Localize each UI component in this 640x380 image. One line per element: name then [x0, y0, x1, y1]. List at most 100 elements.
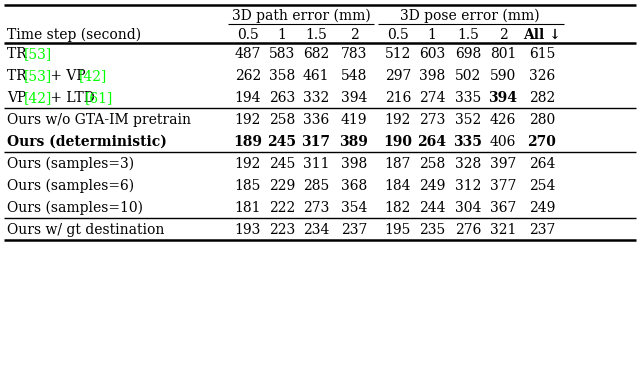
- Text: 297: 297: [385, 69, 411, 83]
- Text: Ours (deterministic): Ours (deterministic): [7, 135, 167, 149]
- Text: 187: 187: [385, 157, 412, 171]
- Text: 377: 377: [490, 179, 516, 193]
- Text: 368: 368: [341, 179, 367, 193]
- Text: [53]: [53]: [24, 69, 52, 83]
- Text: 603: 603: [419, 47, 445, 61]
- Text: 0.5: 0.5: [237, 28, 259, 42]
- Text: 258: 258: [269, 113, 295, 127]
- Text: 229: 229: [269, 179, 295, 193]
- Text: 801: 801: [490, 47, 516, 61]
- Text: 487: 487: [235, 47, 261, 61]
- Text: TR: TR: [7, 69, 31, 83]
- Text: 237: 237: [341, 223, 367, 237]
- Text: 1: 1: [278, 28, 287, 42]
- Text: Ours w/o GTA-IM pretrain: Ours w/o GTA-IM pretrain: [7, 113, 191, 127]
- Text: 352: 352: [455, 113, 481, 127]
- Text: 280: 280: [529, 113, 555, 127]
- Text: 358: 358: [269, 69, 295, 83]
- Text: 185: 185: [235, 179, 261, 193]
- Text: 317: 317: [301, 135, 330, 149]
- Text: [42]: [42]: [24, 91, 52, 105]
- Text: 419: 419: [340, 113, 367, 127]
- Text: 783: 783: [341, 47, 367, 61]
- Text: 426: 426: [490, 113, 516, 127]
- Text: 192: 192: [235, 113, 261, 127]
- Text: 398: 398: [341, 157, 367, 171]
- Text: 245: 245: [269, 157, 295, 171]
- Text: Ours (samples=6): Ours (samples=6): [7, 179, 134, 193]
- Text: 193: 193: [235, 223, 261, 237]
- Text: 192: 192: [235, 157, 261, 171]
- Text: 394: 394: [341, 91, 367, 105]
- Text: 273: 273: [303, 201, 329, 215]
- Text: 311: 311: [303, 157, 329, 171]
- Text: 0.5: 0.5: [387, 28, 409, 42]
- Text: 244: 244: [419, 201, 445, 215]
- Text: 304: 304: [455, 201, 481, 215]
- Text: 182: 182: [385, 201, 411, 215]
- Text: 321: 321: [490, 223, 516, 237]
- Text: All ↓: All ↓: [523, 28, 561, 42]
- Text: TR: TR: [7, 47, 31, 61]
- Text: 394: 394: [488, 91, 518, 105]
- Text: + LTD: + LTD: [46, 91, 99, 105]
- Text: 502: 502: [455, 69, 481, 83]
- Text: Time step (second): Time step (second): [7, 28, 141, 42]
- Text: 237: 237: [529, 223, 555, 237]
- Text: [53]: [53]: [24, 47, 52, 61]
- Text: 223: 223: [269, 223, 295, 237]
- Text: 222: 222: [269, 201, 295, 215]
- Text: 354: 354: [341, 201, 367, 215]
- Text: 189: 189: [234, 135, 262, 149]
- Text: 1.5: 1.5: [305, 28, 327, 42]
- Text: 249: 249: [419, 179, 445, 193]
- Text: 190: 190: [383, 135, 413, 149]
- Text: [61]: [61]: [84, 91, 113, 105]
- Text: 2: 2: [349, 28, 358, 42]
- Text: 192: 192: [385, 113, 411, 127]
- Text: 615: 615: [529, 47, 555, 61]
- Text: [42]: [42]: [79, 69, 108, 83]
- Text: VP: VP: [7, 91, 31, 105]
- Text: 583: 583: [269, 47, 295, 61]
- Text: 698: 698: [455, 47, 481, 61]
- Text: 276: 276: [455, 223, 481, 237]
- Text: 235: 235: [419, 223, 445, 237]
- Text: 184: 184: [385, 179, 412, 193]
- Text: 590: 590: [490, 69, 516, 83]
- Text: 285: 285: [303, 179, 329, 193]
- Text: 406: 406: [490, 135, 516, 149]
- Text: 397: 397: [490, 157, 516, 171]
- Text: 367: 367: [490, 201, 516, 215]
- Text: + VP: + VP: [46, 69, 90, 83]
- Text: 682: 682: [303, 47, 329, 61]
- Text: 328: 328: [455, 157, 481, 171]
- Text: 336: 336: [303, 113, 329, 127]
- Text: 312: 312: [455, 179, 481, 193]
- Text: 181: 181: [235, 201, 261, 215]
- Text: 2: 2: [499, 28, 508, 42]
- Text: 461: 461: [303, 69, 329, 83]
- Text: 335: 335: [455, 91, 481, 105]
- Text: 245: 245: [268, 135, 296, 149]
- Text: 335: 335: [454, 135, 483, 149]
- Text: 326: 326: [529, 69, 555, 83]
- Text: 234: 234: [303, 223, 329, 237]
- Text: 270: 270: [527, 135, 556, 149]
- Text: 263: 263: [269, 91, 295, 105]
- Text: 282: 282: [529, 91, 555, 105]
- Text: 389: 389: [340, 135, 369, 149]
- Text: 249: 249: [529, 201, 555, 215]
- Text: 398: 398: [419, 69, 445, 83]
- Text: 274: 274: [419, 91, 445, 105]
- Text: 273: 273: [419, 113, 445, 127]
- Text: 548: 548: [341, 69, 367, 83]
- Text: 264: 264: [529, 157, 555, 171]
- Text: 3D path error (mm): 3D path error (mm): [232, 9, 371, 23]
- Text: 258: 258: [419, 157, 445, 171]
- Text: 194: 194: [235, 91, 261, 105]
- Text: 3D pose error (mm): 3D pose error (mm): [400, 9, 540, 23]
- Text: 262: 262: [235, 69, 261, 83]
- Text: 512: 512: [385, 47, 411, 61]
- Text: 1: 1: [428, 28, 436, 42]
